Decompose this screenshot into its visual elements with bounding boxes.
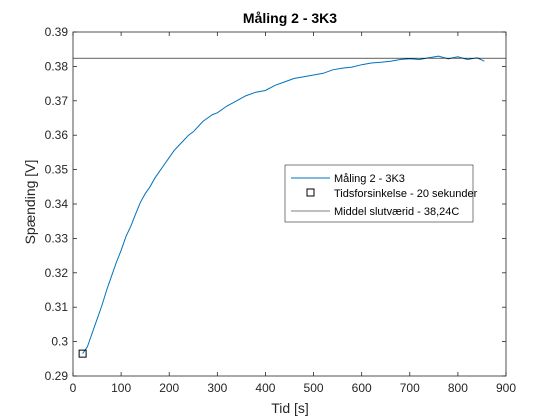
y-tick-label: 0.36 (45, 128, 69, 142)
x-axis-label: Tid [s] (271, 400, 309, 416)
legend: Måling 2 - 3K3 Tidsforsinkelse - 20 seku… (284, 164, 478, 223)
legend-label-delay: Tidsforsinkelse - 20 sekunder (334, 188, 478, 200)
legend-marker-delay (306, 188, 315, 197)
legend-label-mean: Middel slutværid - 38,24C (334, 206, 459, 218)
y-tick-label: 0.29 (45, 369, 69, 383)
x-tick-label: 800 (448, 381, 468, 395)
x-tick-label: 700 (400, 381, 420, 395)
y-tick-label: 0.35 (45, 163, 69, 177)
x-tick-label: 500 (304, 381, 324, 395)
y-tick-label: 0.34 (45, 197, 69, 211)
y-tick-label: 0.39 (45, 25, 69, 39)
x-tick-label: 200 (159, 381, 179, 395)
delay-marker (78, 349, 87, 358)
chart-title: Måling 2 - 3K3 (243, 10, 337, 26)
series-layer (73, 55, 506, 358)
y-tick-label: 0.31 (45, 300, 69, 314)
x-tick-label: 900 (496, 381, 516, 395)
x-axis-ticks: 0 100 200 300 400 500 600 700 800 900 (70, 32, 516, 395)
y-tick-label: 0.37 (45, 94, 69, 108)
y-tick-label: 0.3 (51, 335, 68, 349)
x-tick-label: 300 (207, 381, 227, 395)
y-axis-ticks: 0.29 0.3 0.31 0.32 0.33 0.34 0.35 0.36 0.37 0.38 0… (45, 25, 506, 383)
x-tick-label: 100 (111, 381, 131, 395)
x-tick-label: 0 (70, 381, 77, 395)
legend-label-measurement: Måling 2 - 3K3 (334, 173, 405, 185)
legend-box (284, 164, 474, 223)
y-tick-label: 0.38 (45, 59, 69, 73)
x-tick-label: 600 (352, 381, 372, 395)
y-axis-label: Spænding [V] (22, 160, 38, 245)
y-tick-label: 0.32 (45, 266, 69, 280)
x-tick-label: 400 (255, 381, 275, 395)
y-tick-label: 0.33 (45, 231, 69, 245)
series-line-measurement (82, 55, 485, 354)
